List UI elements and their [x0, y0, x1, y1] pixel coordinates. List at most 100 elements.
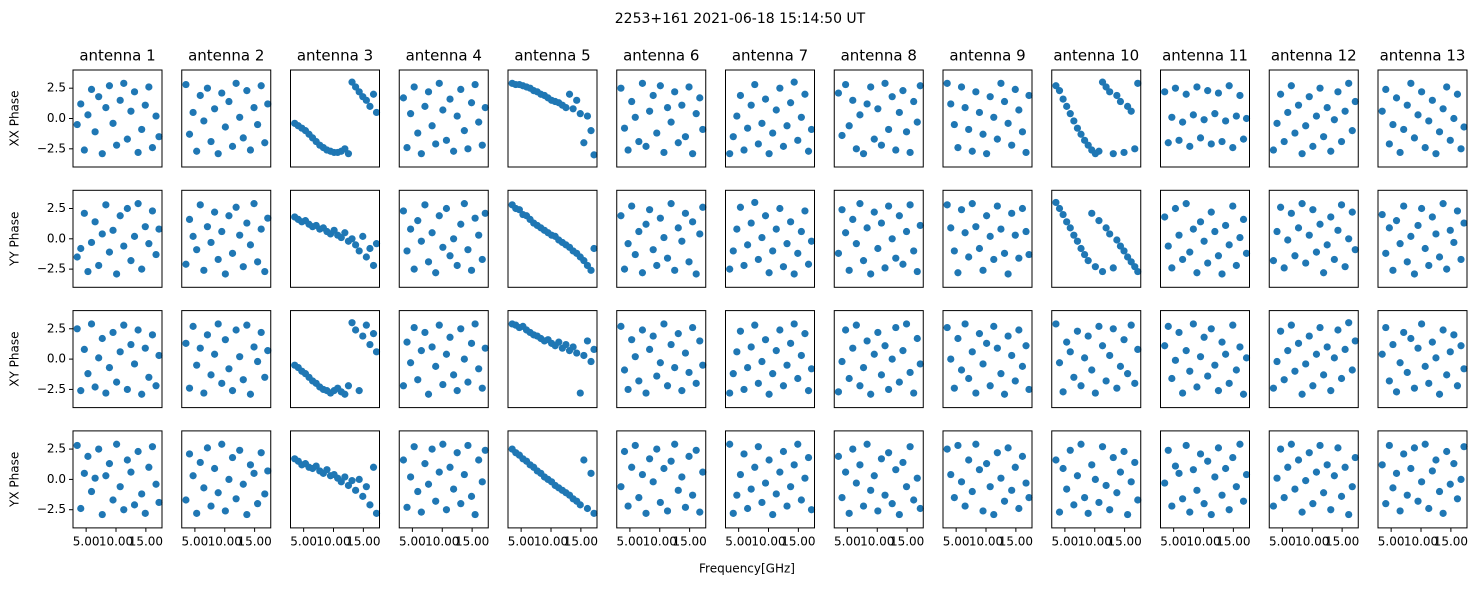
point [892, 466, 900, 474]
point [84, 111, 92, 119]
point [975, 244, 984, 253]
panel-frame [1377, 430, 1468, 529]
panel-frame [72, 430, 163, 529]
point [957, 478, 966, 486]
point [1018, 362, 1027, 370]
point [913, 267, 921, 276]
point [98, 334, 106, 343]
point [1428, 96, 1436, 104]
point [804, 453, 813, 462]
point [366, 244, 374, 253]
point [189, 232, 197, 240]
point [1330, 255, 1338, 264]
point [145, 240, 153, 248]
point [453, 387, 461, 395]
point [642, 142, 650, 150]
point [913, 474, 921, 482]
point [218, 89, 226, 97]
point [1052, 198, 1060, 207]
point [1425, 117, 1433, 125]
point [366, 340, 374, 349]
point [1389, 340, 1397, 349]
point [453, 261, 461, 270]
panel-frame [1051, 430, 1142, 529]
point [1214, 252, 1223, 260]
point [1113, 384, 1121, 392]
point [450, 485, 458, 493]
point [1345, 510, 1353, 519]
point [1396, 240, 1404, 248]
point [1435, 487, 1444, 496]
point [1124, 510, 1132, 519]
point [1378, 210, 1386, 219]
point [859, 257, 868, 265]
point [913, 334, 921, 343]
point [916, 360, 924, 368]
point [671, 88, 679, 96]
point [885, 449, 893, 457]
point [895, 108, 903, 117]
point [1446, 136, 1454, 144]
point [990, 255, 998, 264]
point [1389, 266, 1397, 274]
point [874, 244, 882, 253]
point [667, 118, 675, 126]
point [1120, 247, 1128, 255]
point [761, 212, 770, 220]
point [113, 141, 121, 149]
panel-frame [1377, 310, 1468, 409]
point [1229, 144, 1237, 152]
point [1457, 342, 1465, 350]
point [867, 486, 875, 494]
point [1179, 118, 1187, 126]
point [1088, 209, 1096, 217]
point [910, 389, 918, 397]
point [747, 343, 755, 351]
panel-frame [942, 430, 1033, 529]
point [1341, 107, 1349, 115]
panel-frame [1051, 189, 1142, 288]
point [410, 443, 418, 451]
point [881, 342, 889, 350]
panel-frame [398, 430, 489, 529]
point [261, 139, 269, 147]
panel-frame [181, 69, 272, 168]
point [1414, 497, 1422, 505]
point [1113, 236, 1121, 244]
point [1334, 444, 1342, 452]
point [899, 87, 907, 95]
point [804, 387, 813, 395]
point [1225, 506, 1233, 514]
point [1385, 377, 1393, 385]
point [1204, 457, 1212, 465]
point [264, 214, 272, 222]
point [1200, 500, 1208, 508]
point [355, 387, 363, 395]
point [910, 97, 918, 106]
point [475, 231, 483, 239]
point [1102, 224, 1110, 232]
point [109, 226, 117, 234]
x-tick-label: 10.00 [425, 534, 459, 548]
point [73, 253, 81, 261]
point [1443, 447, 1451, 456]
point [1109, 150, 1117, 158]
point [638, 79, 647, 87]
point [1400, 450, 1408, 458]
point [1239, 497, 1248, 505]
point [975, 466, 984, 474]
point [428, 343, 436, 351]
point [943, 323, 951, 332]
point [1400, 202, 1408, 210]
point [414, 376, 422, 384]
point [1334, 88, 1342, 96]
y-tick-label: 0.0 [47, 231, 66, 245]
point [254, 258, 262, 266]
point [1348, 127, 1356, 135]
point [120, 321, 128, 329]
point [457, 500, 465, 508]
point [797, 227, 805, 236]
point [913, 118, 921, 126]
point [635, 377, 643, 385]
point [751, 198, 759, 207]
